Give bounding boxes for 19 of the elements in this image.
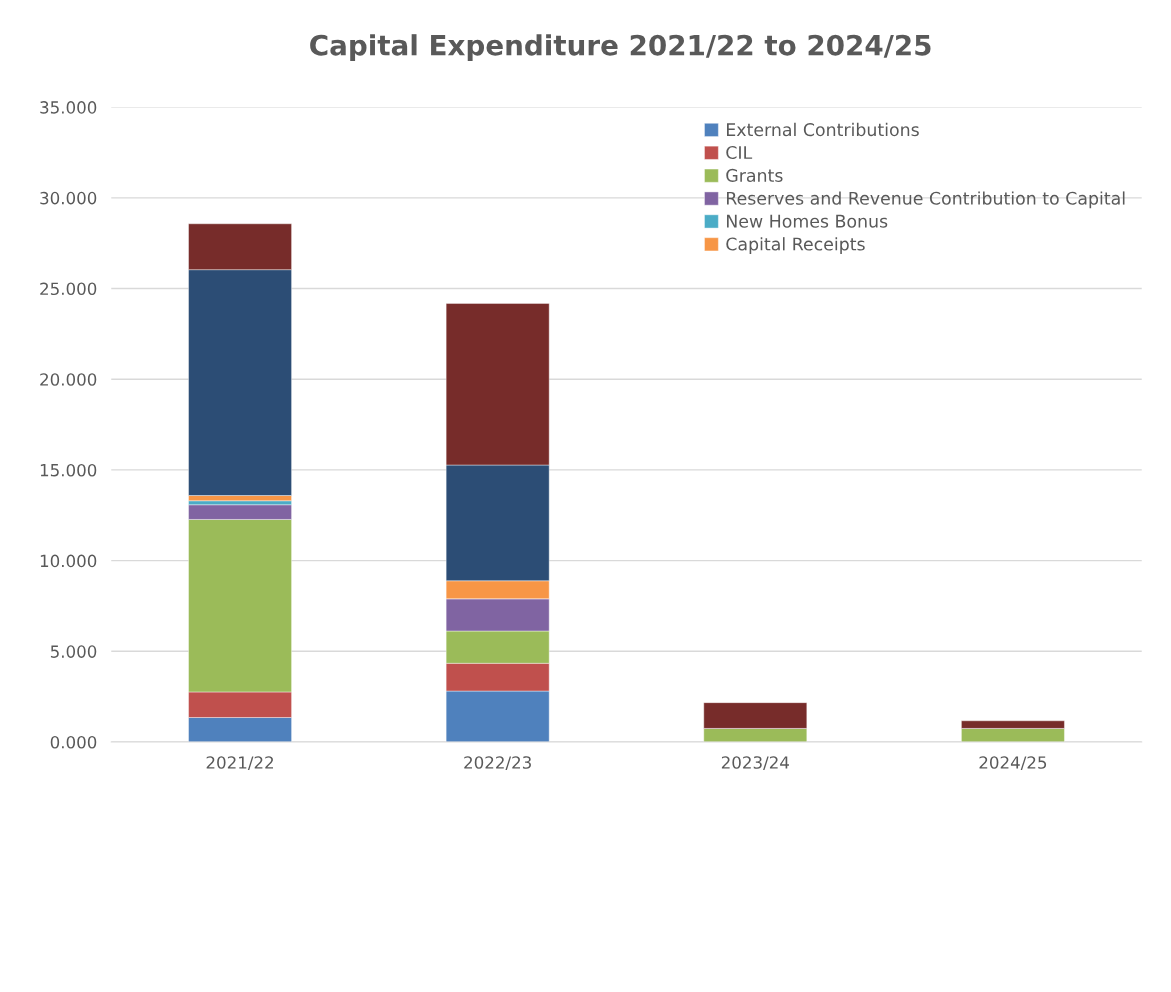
y-tick-label: 30.000 <box>40 191 97 205</box>
y-tick-label: 35.000 <box>40 101 97 114</box>
y-tick-label: 5.000 <box>50 645 97 658</box>
y-tick-label: 10.000 <box>40 554 97 568</box>
legend-label: CIL <box>726 145 753 160</box>
y-tick-label: 20.000 <box>40 373 97 386</box>
x-tick-label: 2024/25 <box>979 756 1047 771</box>
y-tick-label: 0.000 <box>50 735 97 749</box>
x-tick-label: 2021/22 <box>206 756 273 771</box>
y-tick-label: 25.000 <box>40 282 97 296</box>
legend-label: Reserves and Revenue Contribution to Capital <box>727 191 1125 209</box>
chart-title: Capital Expenditure 2021/22 to 2024/25 <box>310 34 931 62</box>
legend-label: External Contributions <box>727 122 919 137</box>
legend-label: Grants <box>726 168 783 182</box>
x-tick-label: 2023/24 <box>721 756 789 771</box>
x-tick-label: 2022/23 <box>464 756 531 771</box>
legend-label: New Homes Bonus <box>727 214 888 228</box>
y-tick-label: 15.000 <box>40 463 97 477</box>
legend-label: Capital Receipts <box>726 237 865 254</box>
